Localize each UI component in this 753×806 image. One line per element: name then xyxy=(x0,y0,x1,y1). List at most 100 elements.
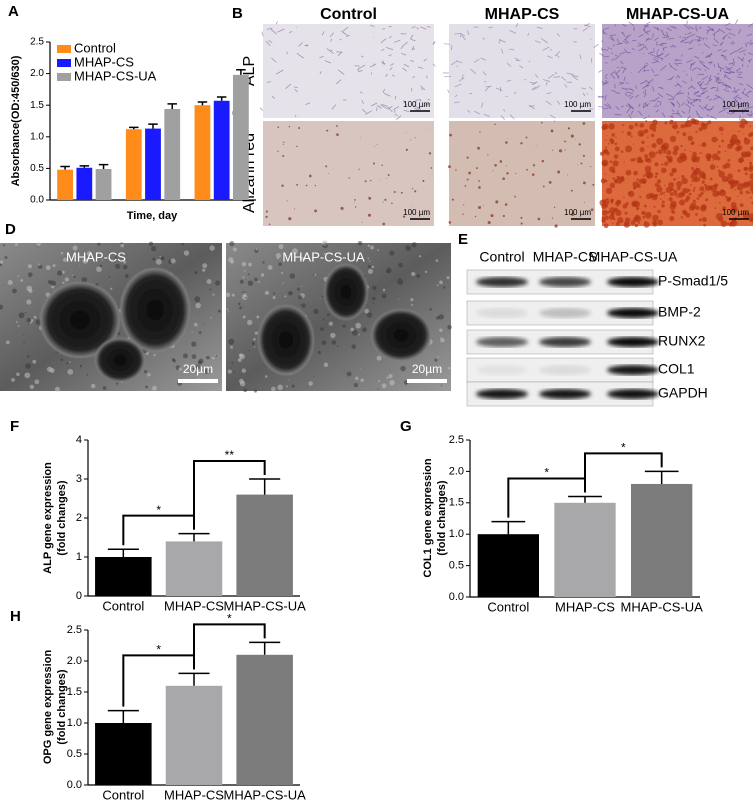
stain-dot xyxy=(672,123,679,130)
stain-dot xyxy=(709,164,716,170)
sem-texture xyxy=(20,279,24,282)
stain-dot xyxy=(643,221,650,228)
stain-fiber xyxy=(414,100,417,104)
sem-texture xyxy=(108,276,111,278)
stain-dot xyxy=(670,192,674,197)
sem-texture xyxy=(322,241,326,245)
stain-dot xyxy=(654,175,658,179)
stain-dot xyxy=(681,174,685,179)
stain-dot xyxy=(643,204,647,208)
stain-fiber xyxy=(470,68,477,75)
stain-dot xyxy=(639,122,645,128)
sem-texture xyxy=(181,242,184,246)
y-tick-label: 1 xyxy=(76,551,82,563)
stain-dot xyxy=(712,159,715,161)
sem-texture xyxy=(418,255,422,258)
sem-texture xyxy=(0,260,4,264)
stain-image xyxy=(263,24,434,118)
stain-fiber xyxy=(619,51,626,55)
bar xyxy=(194,105,211,200)
y-axis-label: Absorbance(OD:450/630) xyxy=(10,55,22,186)
stain-dot xyxy=(738,157,745,163)
sem-texture xyxy=(367,257,370,260)
stain-dot xyxy=(638,127,640,128)
sem-texture xyxy=(196,371,198,373)
sem-texture xyxy=(434,358,438,362)
stain-dot xyxy=(737,131,739,133)
sem-texture xyxy=(355,322,362,329)
stain-fiber xyxy=(622,40,628,45)
stain-fiber xyxy=(556,100,561,105)
stain-dot xyxy=(634,123,638,127)
sem-texture xyxy=(155,258,162,265)
stain-dot xyxy=(495,200,499,204)
stain-dot xyxy=(695,213,698,216)
y-tick-label: 0.0 xyxy=(449,591,464,603)
stain-dot xyxy=(296,145,298,148)
sem-texture xyxy=(229,241,235,247)
sem-texture xyxy=(28,288,33,293)
stain-fiber xyxy=(662,33,668,37)
sem-texture xyxy=(254,277,258,282)
stain-dot xyxy=(647,135,649,136)
panel-label: D xyxy=(5,221,16,238)
stain-fiber xyxy=(394,114,398,116)
stain-fiber xyxy=(321,31,325,36)
stain-fiber xyxy=(540,37,548,44)
stain-dot xyxy=(676,186,681,191)
stain-dot xyxy=(657,149,663,155)
stain-fiber xyxy=(410,38,416,42)
sem-texture xyxy=(372,302,374,304)
stain-fiber xyxy=(687,96,692,101)
sem-texture xyxy=(309,306,311,308)
stain-dot xyxy=(582,122,586,125)
stain-fiber xyxy=(687,32,692,35)
stain-fiber xyxy=(637,43,645,47)
stain-dot xyxy=(624,165,626,167)
stain-fiber xyxy=(482,71,487,76)
stain-fiber xyxy=(695,110,699,115)
stain-fiber xyxy=(604,94,607,100)
sem-texture xyxy=(405,245,411,252)
stain-dot xyxy=(714,207,717,210)
stain-dot xyxy=(520,142,523,145)
stain-fiber xyxy=(617,92,621,95)
bar xyxy=(164,108,181,200)
stain-dot xyxy=(558,149,563,153)
sem-texture xyxy=(400,365,406,372)
lane-label: Control xyxy=(479,249,524,265)
y-axis-label: (fold changes) xyxy=(436,480,448,556)
stain-dot xyxy=(703,223,707,227)
stain-fiber xyxy=(697,73,705,76)
sem-texture xyxy=(195,302,201,309)
bar xyxy=(57,169,74,200)
sem-texture xyxy=(27,355,30,358)
stain-fiber xyxy=(719,67,722,73)
stain-fiber xyxy=(643,102,645,108)
stain-dot xyxy=(665,186,672,194)
stain-dot xyxy=(541,159,545,163)
stain-fiber xyxy=(420,85,426,91)
sem-texture xyxy=(297,378,299,380)
stain-dot xyxy=(410,206,412,207)
stain-fiber xyxy=(724,65,731,71)
stain-dot xyxy=(642,180,647,184)
stain-fiber xyxy=(635,94,639,99)
stain-fiber xyxy=(528,104,536,110)
sem-texture xyxy=(424,270,428,274)
sem-texture xyxy=(230,367,232,369)
stain-dot xyxy=(655,172,659,176)
stain-image xyxy=(263,121,434,226)
stain-dot xyxy=(639,196,642,199)
stain-fiber xyxy=(450,60,458,66)
stain-fiber xyxy=(701,75,709,81)
y-tick-label: 2.0 xyxy=(30,68,44,79)
stain-fiber xyxy=(461,35,466,41)
scale-bar-label: 20µm xyxy=(183,362,213,376)
stain-dot xyxy=(726,178,730,182)
sem-texture xyxy=(243,388,248,393)
stain-fiber xyxy=(656,52,658,57)
sem-texture xyxy=(29,384,35,390)
stain-dot xyxy=(694,164,696,166)
stain-dot xyxy=(478,180,480,182)
